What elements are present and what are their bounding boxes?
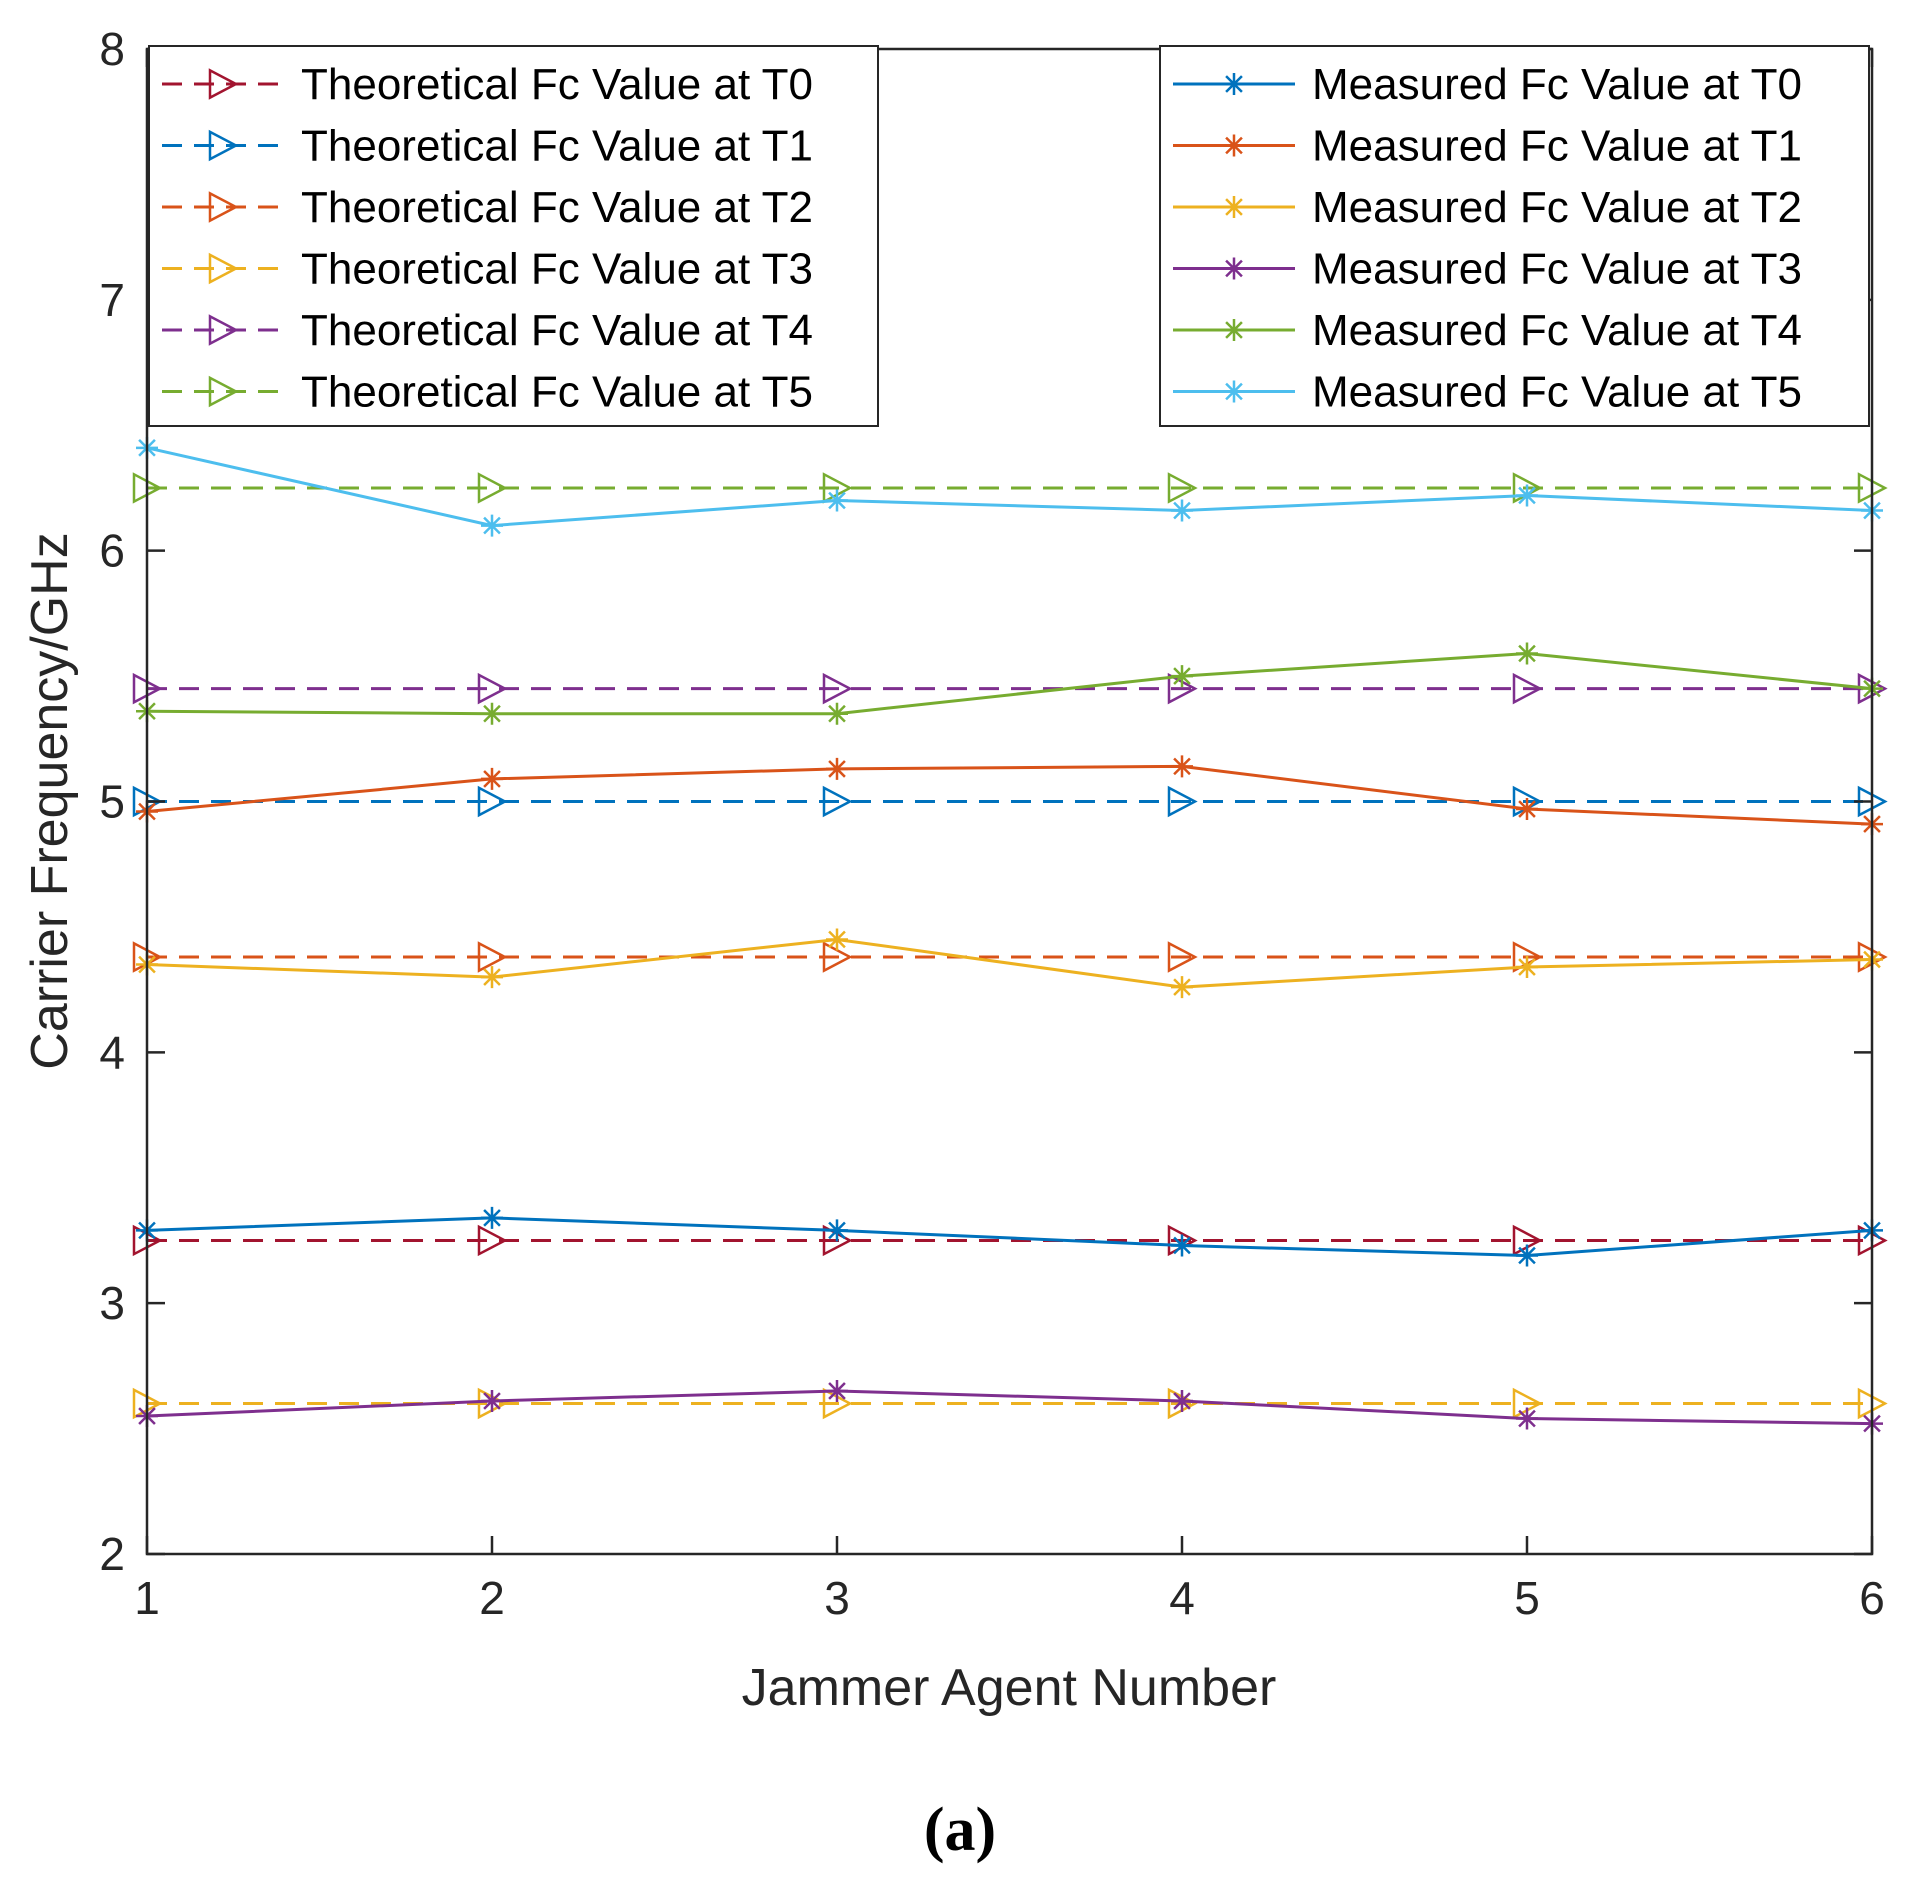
data-point-s12-2 xyxy=(481,514,503,537)
y-axis-label: Carrier Frequency/GHz xyxy=(21,532,79,1069)
data-point-s6-4 xyxy=(1167,472,1198,504)
y-tick-label: 5 xyxy=(99,776,125,828)
x-tick-label: 3 xyxy=(824,1572,850,1624)
x-tick-label: 5 xyxy=(1514,1572,1540,1624)
legend-entry-label: Theoretical Fc Value at T5 xyxy=(301,368,813,417)
legend-swatch-marker xyxy=(208,375,239,408)
legend-entry-label: Measured Fc Value at T1 xyxy=(1312,122,1802,171)
series-line-7 xyxy=(146,1216,1873,1258)
legend-entry-label: Measured Fc Value at T5 xyxy=(1312,368,1802,417)
legend-swatch-marker xyxy=(208,314,239,346)
legend-swatch-marker xyxy=(208,129,239,162)
legend-entry-label: Theoretical Fc Value at T0 xyxy=(301,60,813,109)
y-tick-label: 7 xyxy=(99,274,125,326)
legend-entry-label: Measured Fc Value at T0 xyxy=(1312,60,1802,109)
data-point-s9-4 xyxy=(1171,976,1193,999)
legend-box xyxy=(148,45,879,427)
legend-layer: Theoretical Fc Value at T0 Theoretical Fc… xyxy=(148,45,1870,427)
legend-top-right: Measured Fc Value at T0 Measured Fc Value… xyxy=(1159,45,1870,427)
series-line-12 xyxy=(146,446,1873,528)
data-point-s6-2 xyxy=(477,472,508,504)
data-point-s5-2 xyxy=(477,672,508,705)
x-tick-label: 4 xyxy=(1169,1572,1195,1624)
data-point-s10-4 xyxy=(1171,1389,1193,1412)
data-point-s12-5 xyxy=(1516,484,1538,507)
y-tick-label: 8 xyxy=(99,23,125,75)
x-tick-label: 2 xyxy=(479,1572,505,1624)
legend-entry-label: Theoretical Fc Value at T4 xyxy=(301,306,813,355)
data-point-s2-4 xyxy=(1167,785,1198,818)
data-point-s8-2 xyxy=(481,767,503,790)
legend-entry-label: Theoretical Fc Value at T2 xyxy=(301,183,813,232)
x-axis-label: Jammer Agent Number xyxy=(742,1659,1277,1717)
y-tick-label: 2 xyxy=(99,1528,125,1580)
legend-top-left: Theoretical Fc Value at T0 Theoretical Fc… xyxy=(148,45,879,427)
y-tick-label: 3 xyxy=(99,1277,125,1329)
series-line-10 xyxy=(146,1389,1873,1426)
data-point-s7-3 xyxy=(826,1219,848,1242)
data-point-s8-3 xyxy=(826,757,848,780)
legend-swatch-marker xyxy=(1223,380,1245,403)
y-tick-label: 4 xyxy=(99,1026,125,1078)
data-point-s7-2 xyxy=(481,1206,503,1229)
legend-entry-label: Theoretical Fc Value at T3 xyxy=(301,245,813,294)
series-line-8 xyxy=(146,764,1873,826)
legend-swatch-marker xyxy=(1223,257,1245,280)
data-point-s7-4 xyxy=(1171,1234,1193,1257)
x-tick-label: 1 xyxy=(134,1572,160,1624)
data-point-s3-4 xyxy=(1167,941,1198,973)
data-point-s11-4 xyxy=(1171,665,1193,688)
data-point-s3-2 xyxy=(477,941,508,973)
legend-box xyxy=(1159,45,1870,427)
legend-entry-label: Measured Fc Value at T3 xyxy=(1312,245,1802,294)
data-point-s10-2 xyxy=(481,1389,503,1412)
data-point-s2-2 xyxy=(477,785,508,818)
data-point-s10-5 xyxy=(1516,1407,1538,1430)
series-line-11 xyxy=(146,652,1873,716)
data-point-s8-5 xyxy=(1516,798,1538,821)
legend-swatch-marker xyxy=(1223,134,1245,157)
data-point-s12-4 xyxy=(1171,499,1193,522)
data-point-s9-5 xyxy=(1516,956,1538,979)
data-point-s1-2 xyxy=(477,1224,508,1257)
legend-entry-label: Theoretical Fc Value at T1 xyxy=(301,122,813,171)
legend-swatch-marker xyxy=(1223,319,1245,341)
legend-entry-label: Measured Fc Value at T2 xyxy=(1312,183,1802,232)
data-point-s5-3 xyxy=(822,672,853,705)
data-point-s7-5 xyxy=(1516,1244,1538,1267)
data-point-s11-2 xyxy=(481,702,503,725)
data-point-s8-4 xyxy=(1171,755,1193,778)
data-point-s9-3 xyxy=(826,928,848,951)
data-point-s11-3 xyxy=(826,702,848,725)
data-point-s2-3 xyxy=(822,785,853,818)
legend-swatch-marker xyxy=(208,252,239,285)
data-point-s11-5 xyxy=(1516,642,1538,665)
legend-swatch-marker xyxy=(1223,73,1245,95)
data-point-s12-3 xyxy=(826,489,848,512)
x-tick-label: 6 xyxy=(1859,1572,1885,1624)
legend-entry-label: Measured Fc Value at T4 xyxy=(1312,306,1802,355)
figure-caption: (a) xyxy=(924,1796,996,1864)
y-tick-label: 6 xyxy=(99,525,125,577)
series-line-9 xyxy=(146,937,1873,989)
data-point-s5-5 xyxy=(1512,672,1543,705)
legend-swatch-marker xyxy=(1223,196,1245,218)
legend-swatch-marker xyxy=(208,191,239,223)
data-point-s9-2 xyxy=(481,966,503,989)
data-point-s10-3 xyxy=(826,1379,848,1402)
legend-swatch-marker xyxy=(208,68,239,100)
